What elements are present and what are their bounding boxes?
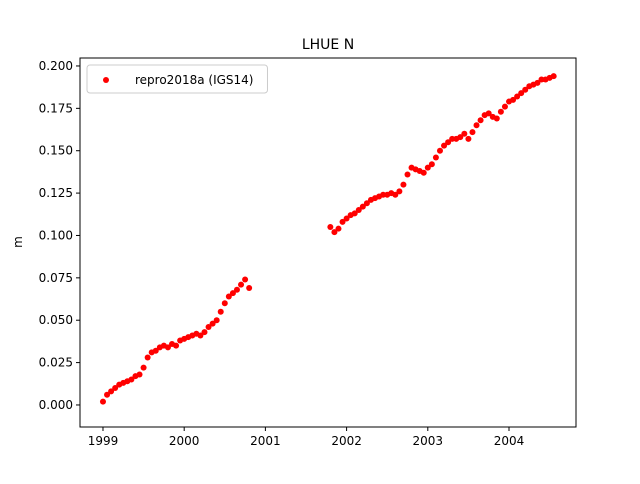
x-tick-label: 1999 [88,434,119,448]
data-point [518,90,525,97]
data-point [469,129,476,136]
data-point [510,96,517,103]
data-point [501,103,508,110]
data-point [420,169,427,176]
data-point [404,171,411,178]
data-point [465,135,472,142]
data-point [436,147,443,154]
data-point [242,276,249,283]
data-point [201,329,208,336]
x-tick-label: 2001 [250,434,281,448]
data-point [144,354,151,361]
data-point [225,293,232,300]
data-point [359,203,366,210]
data-point [112,385,119,392]
x-tick-label: 2004 [494,434,525,448]
data-point [514,93,521,100]
data-point [136,371,143,378]
data-point [485,110,492,117]
data-point [233,286,240,293]
data-point [477,117,484,124]
data-point [550,73,557,80]
x-tick-label: 2000 [169,434,200,448]
data-point [343,215,350,222]
data-point [209,320,216,327]
y-tick-label: 0.175 [39,101,73,115]
y-tick-label: 0.125 [39,186,73,200]
data-point [197,332,204,339]
data-point [331,229,338,236]
legend-label: repro2018a (IGS14) [135,73,253,87]
data-point [339,218,346,225]
y-tick-label: 0.075 [39,271,73,285]
y-tick-label: 0.200 [39,59,73,73]
y-axis-label: m [11,236,25,248]
data-point [140,364,147,371]
legend-marker [103,77,109,83]
data-point [522,86,529,93]
data-point [221,300,228,307]
data-point [229,290,236,297]
data-point [335,225,342,232]
data-point [400,181,407,188]
data-point [355,207,362,214]
data-point [246,285,253,292]
y-tick-label: 0.050 [39,313,73,327]
data-point [173,342,180,349]
data-point [461,130,468,137]
data-point [534,79,541,86]
data-point [396,188,403,195]
plot-frame [79,57,577,428]
data-point [473,122,480,129]
data-point [104,391,111,398]
data-point [363,200,370,207]
data-point [493,115,500,122]
x-tick-label: 2002 [331,434,362,448]
data-point [217,308,224,315]
x-tick-label: 2003 [413,434,444,448]
data-point [424,164,431,171]
y-tick-label: 0.000 [39,398,73,412]
chart-title: LHUE N [302,37,354,53]
data-point [351,210,358,217]
data-point [441,142,448,149]
data-point [213,317,220,324]
data-point [128,376,135,383]
data-point [445,139,452,146]
data-point [205,323,212,330]
data-point [457,134,464,141]
data-point [99,398,106,405]
data-point [327,223,334,230]
y-tick-label: 0.025 [39,356,73,370]
data-point [108,388,115,395]
data-point [392,191,399,198]
data-point [238,281,245,288]
legend-box [86,64,268,94]
data-point [164,344,171,351]
data-point [432,154,439,161]
data-point [428,161,435,168]
data-point [152,347,159,354]
y-tick-label: 0.150 [39,144,73,158]
y-tick-label: 0.100 [39,228,73,242]
data-point [497,108,504,115]
